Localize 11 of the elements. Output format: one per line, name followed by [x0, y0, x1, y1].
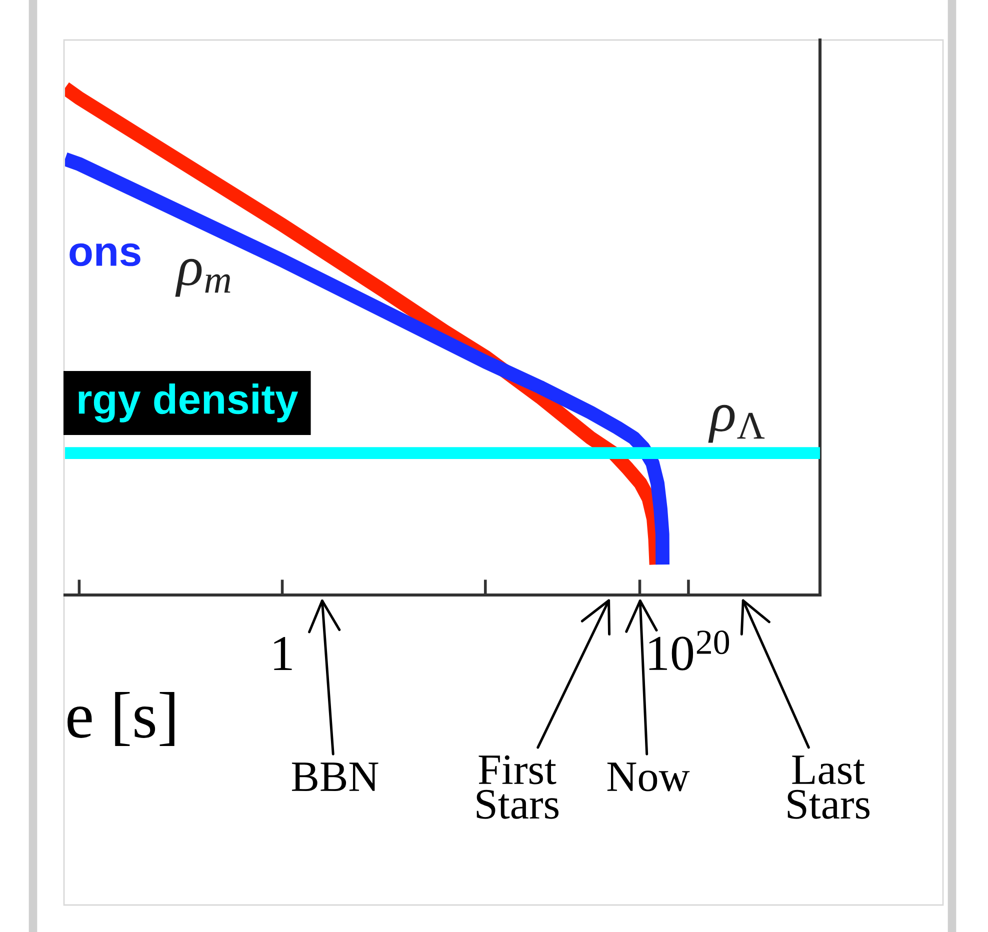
text: BBN: [292, 762, 378, 792]
annotation: ρ$_{m}$: [175, 258, 230, 297]
x-tick-label: 10$^{20}$: [649, 630, 730, 670]
text: Last Stars: [788, 756, 870, 819]
x-axis-title: e [s]: [68, 692, 174, 746]
annotation: ρ$_{Λ}$: [708, 404, 765, 443]
series-label: rgy density: [78, 383, 298, 423]
text: First Stars: [476, 755, 558, 819]
x-tick-label: 1: [274, 636, 292, 670]
series-label: ons: [70, 243, 140, 266]
text: Now: [607, 762, 690, 792]
